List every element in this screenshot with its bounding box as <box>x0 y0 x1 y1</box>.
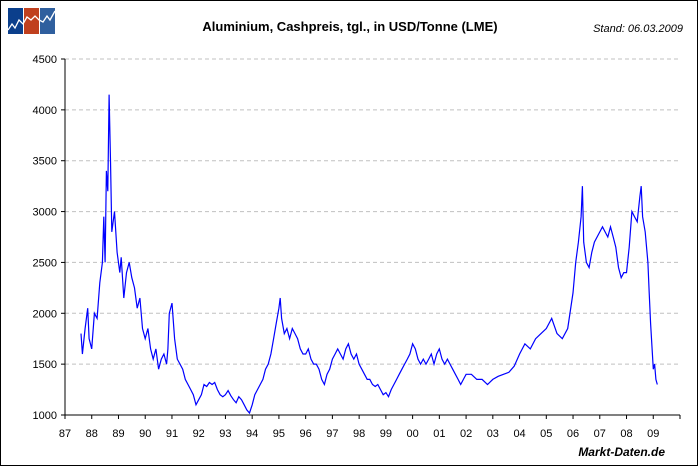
x-tick-label: 01 <box>433 428 445 440</box>
x-tick-label: 93 <box>219 428 231 440</box>
x-tick-label: 02 <box>460 428 472 440</box>
x-tick-label: 95 <box>273 428 285 440</box>
x-tick-label: 87 <box>59 428 71 440</box>
date-annotation: Stand: 06.03.2009 <box>593 23 683 35</box>
x-tick-label: 91 <box>166 428 178 440</box>
y-tick-label: 2000 <box>33 308 57 320</box>
y-tick-label: 1000 <box>33 410 57 422</box>
x-tick-label: 09 <box>647 428 659 440</box>
markt-daten-logo <box>8 8 56 34</box>
x-tick-label: 04 <box>513 428 525 440</box>
logo-block-2 <box>24 8 39 34</box>
y-tick-label: 3000 <box>33 207 57 219</box>
price-line <box>80 94 658 415</box>
x-tick-label: 90 <box>139 428 151 440</box>
x-tick-label: 88 <box>86 428 98 440</box>
x-tick-label: 06 <box>567 428 579 440</box>
x-tick-label: 98 <box>353 428 365 440</box>
chart-title: Aluminium, Cashpreis, tgl., in USD/Tonne… <box>202 19 498 34</box>
y-tick-label: 1500 <box>33 359 57 371</box>
x-tick-label: 97 <box>326 428 338 440</box>
y-tick-label: 4000 <box>33 105 57 117</box>
x-tick-label: 00 <box>406 428 418 440</box>
x-tick-label: 07 <box>594 428 606 440</box>
y-tick-label: 3500 <box>33 156 57 168</box>
x-tick-label: 03 <box>487 428 499 440</box>
y-tick-label: 2500 <box>33 257 57 269</box>
x-tick-label: 94 <box>246 428 258 440</box>
x-tick-label: 96 <box>300 428 312 440</box>
logo-block-3 <box>40 8 55 34</box>
x-tick-label: 92 <box>193 428 205 440</box>
x-tick-label: 89 <box>112 428 124 440</box>
x-tick-label: 99 <box>380 428 392 440</box>
source-label: Markt-Daten.de <box>578 445 665 459</box>
x-tick-label: 08 <box>620 428 632 440</box>
logo-block-1 <box>8 8 23 34</box>
y-tick-label: 4500 <box>33 54 57 66</box>
x-tick-label: 05 <box>540 428 552 440</box>
